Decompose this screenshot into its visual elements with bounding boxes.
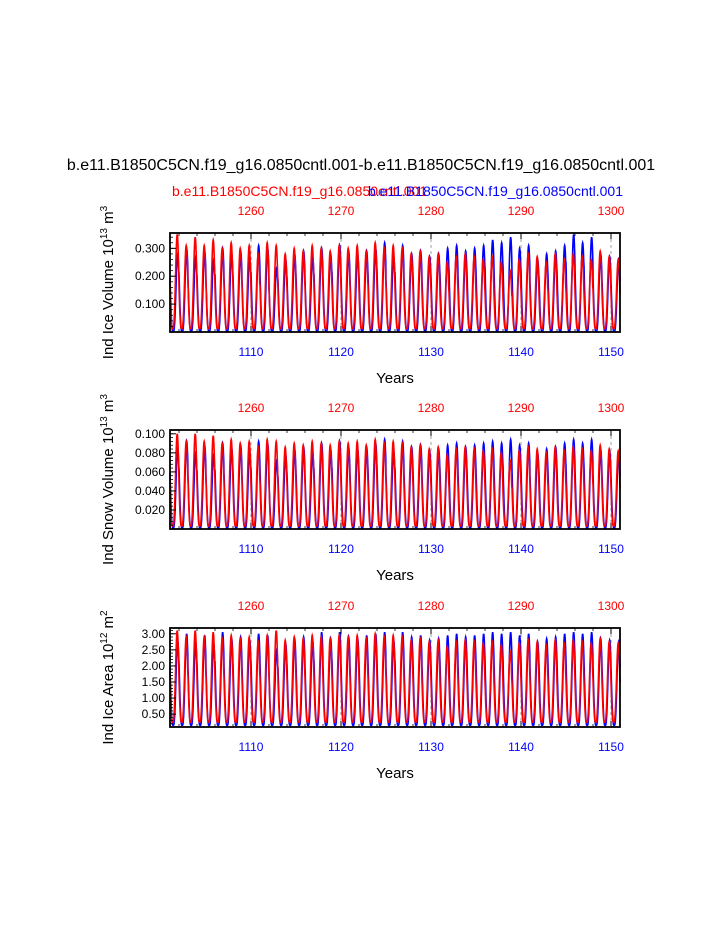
y-tick-label: 1.50 (142, 675, 166, 689)
x-tick-label-top: 1260 (238, 401, 265, 415)
x-tick-label-bottom: 1120 (328, 542, 354, 556)
x-tick-label-bottom: 1120 (328, 740, 354, 754)
y-tick-label: 2.00 (142, 659, 166, 673)
x-tick-label-top: 1290 (508, 599, 535, 613)
x-tick-label-top: 1260 (238, 599, 265, 613)
x-tick-label-bottom: 1150 (598, 740, 624, 754)
x-axis-label: Years (376, 567, 414, 584)
y-axis-label-part: m (100, 211, 117, 228)
y-tick-label: 0.020 (135, 503, 165, 517)
x-tick-label-bottom: 1110 (239, 345, 264, 359)
x-tick-label-bottom: 1140 (508, 740, 534, 754)
y-tick-label: 3.00 (142, 627, 166, 641)
y-axis-label-part: 13 (99, 228, 110, 240)
x-tick-label-top: 1270 (328, 204, 355, 218)
x-tick-label-top: 1280 (418, 599, 445, 613)
x-tick-label-top: 1300 (598, 401, 625, 415)
x-tick-label-bottom: 1140 (508, 542, 534, 556)
y-axis-label-part: m (100, 616, 117, 633)
x-tick-label-top: 1260 (238, 204, 265, 218)
y-axis-label: Ind Ice Area 1012 m2 (99, 610, 117, 745)
y-tick-label: 0.080 (135, 446, 165, 460)
x-tick-label-bottom: 1110 (239, 542, 264, 556)
series-line-red (169, 630, 621, 723)
chart-panels: 0.100 0.200 0.300 1110 1120 1130 1140 1150 1260 1… (99, 204, 625, 782)
x-axis-label: Years (376, 765, 414, 782)
x-tick-label-bottom: 1130 (418, 345, 444, 359)
x-tick-label-top: 1290 (508, 401, 535, 415)
x-tick-label-top: 1280 (418, 401, 445, 415)
y-axis-label-part: m (100, 400, 117, 417)
y-axis-label-part: 3 (99, 205, 110, 211)
y-tick-label: 0.060 (135, 465, 165, 479)
series-line-red (169, 433, 621, 527)
x-tick-label-bottom: 1120 (328, 345, 354, 359)
y-tick-label: 0.040 (135, 484, 165, 498)
y-axis-label-part: Ind Snow Volume 10 (100, 427, 117, 565)
y-axis-label-part: 2 (99, 610, 110, 616)
legend-blue-label: b.e11.B1850C5CN.f19_g16.0850cntl.001 (368, 183, 623, 199)
x-tick-label-top: 1270 (328, 401, 355, 415)
x-tick-label-top: 1280 (418, 204, 445, 218)
x-tick-label-top: 1300 (598, 204, 625, 218)
main-title: b.e11.B1850C5CN.f19_g16.0850cntl.001-b.e… (67, 157, 655, 174)
y-tick-label: 0.300 (135, 241, 165, 255)
x-axis-label: Years (376, 370, 414, 387)
y-tick-label: 0.200 (135, 269, 165, 283)
x-tick-label-top: 1290 (508, 204, 535, 218)
y-tick-label: 0.100 (135, 297, 165, 311)
y-axis-label-part: 3 (99, 394, 110, 400)
x-tick-label-top: 1300 (598, 599, 625, 613)
legend-red-label: b.e11.B1850C5CN.f19_g16.0850cntl.001 (172, 183, 427, 199)
x-tick-label-bottom: 1150 (598, 345, 624, 359)
y-axis-label: Ind Ice Volume 1013 m3 (99, 205, 117, 359)
y-tick-label: 1.00 (142, 691, 166, 705)
y-tick-label: 2.50 (142, 643, 166, 657)
x-tick-label-bottom: 1130 (418, 740, 444, 754)
series-line-red (169, 234, 621, 330)
x-tick-label-bottom: 1140 (508, 345, 534, 359)
y-axis-label-part: 12 (99, 632, 110, 644)
y-tick-label: 0.100 (135, 427, 165, 441)
y-axis-label: Ind Snow Volume 1013 m3 (99, 394, 117, 565)
y-axis-label-part: Ind Ice Volume 10 (100, 239, 117, 359)
x-tick-label-bottom: 1150 (598, 542, 624, 556)
x-tick-label-bottom: 1130 (418, 542, 444, 556)
y-axis-label-part: Ind Ice Area 10 (100, 644, 117, 745)
x-tick-label-bottom: 1110 (239, 740, 264, 754)
y-tick-label: 0.50 (142, 707, 166, 721)
x-tick-label-top: 1270 (328, 599, 355, 613)
y-axis-label-part: 13 (99, 416, 110, 428)
